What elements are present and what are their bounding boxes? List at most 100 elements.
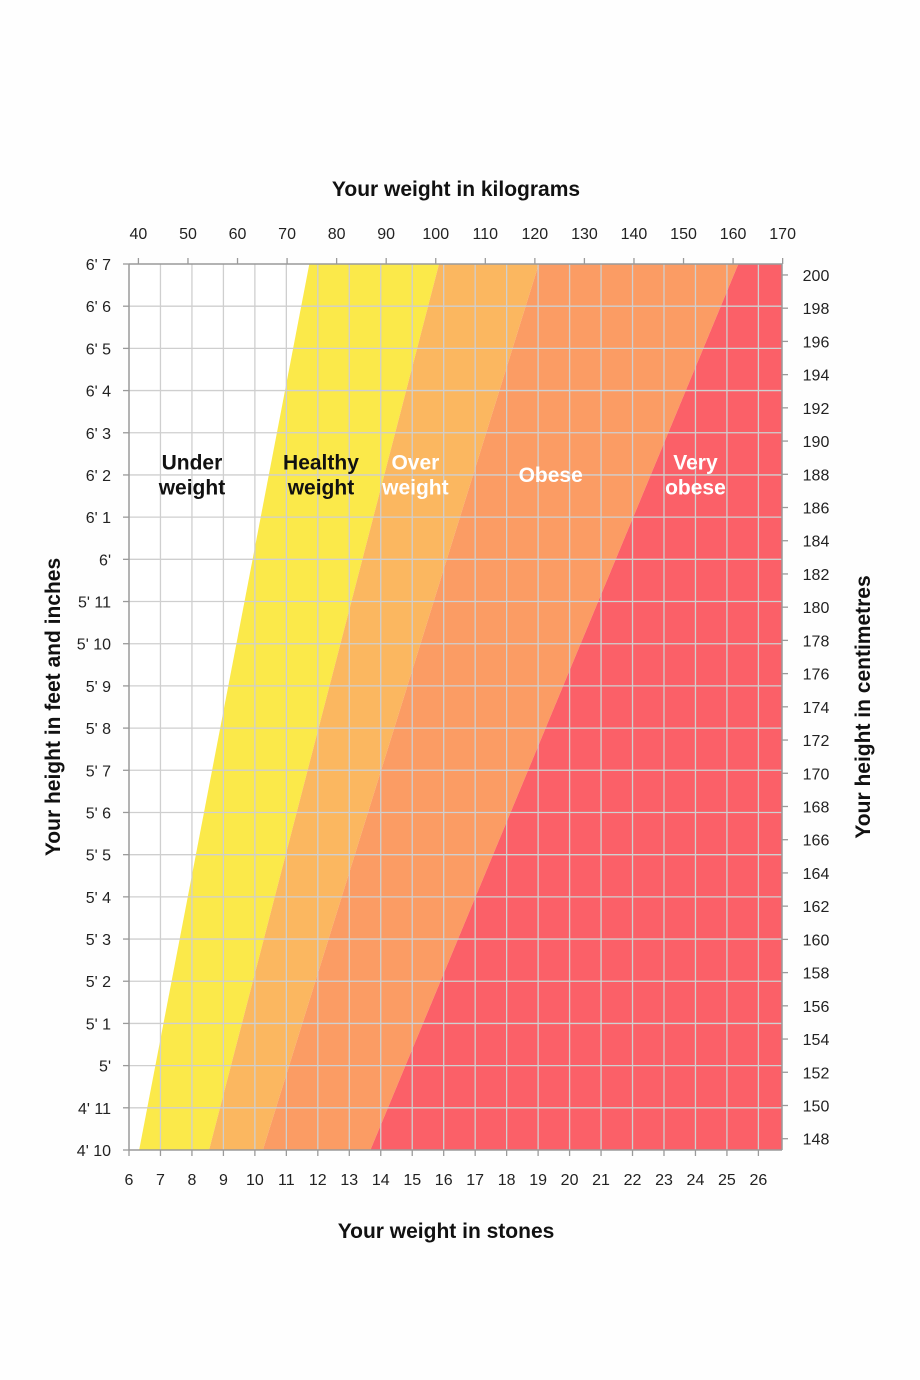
bottom-tick-label: 21 <box>592 1172 610 1189</box>
left-tick-label: 6' 6 <box>86 299 111 316</box>
right-tick-label: 170 <box>803 766 830 783</box>
left-tick-label: 5' 11 <box>78 595 111 612</box>
left-tick-label: 6' 4 <box>86 384 111 401</box>
left-tick-label: 5' 3 <box>86 932 111 949</box>
right-tick-label: 152 <box>803 1065 830 1082</box>
bottom-tick-label: 18 <box>498 1172 516 1189</box>
right-tick-label: 194 <box>803 368 830 385</box>
right-tick-label: 174 <box>803 700 830 717</box>
zone-label-under-weight: Under <box>162 451 223 474</box>
chart-frame <box>128 263 783 1151</box>
zone-label-healthy-weight: weight <box>287 476 355 499</box>
left-tick-label: 5' 7 <box>86 763 111 780</box>
zone-label-under-weight: weight <box>158 476 226 499</box>
bottom-tick-label: 6 <box>125 1172 134 1189</box>
left-tick-label: 5' 4 <box>86 890 111 907</box>
zone-over-weight <box>209 264 539 1150</box>
top-tick-label: 120 <box>522 226 549 243</box>
right-tick-label: 158 <box>803 966 830 983</box>
right-tick-label: 172 <box>803 733 830 750</box>
left-tick-label: 5' 10 <box>77 637 111 654</box>
top-tick-label: 170 <box>769 226 796 243</box>
bottom-tick-label: 9 <box>219 1172 228 1189</box>
right-tick-label: 176 <box>803 667 830 684</box>
top-tick-label: 40 <box>130 226 148 243</box>
left-tick-label: 4' 10 <box>77 1143 111 1160</box>
bottom-tick-label: 7 <box>156 1172 165 1189</box>
bmi-zones <box>129 264 782 1150</box>
zone-healthy-weight <box>139 264 440 1150</box>
bottom-tick-label: 12 <box>309 1172 327 1189</box>
chart-grid <box>129 264 782 1150</box>
bottom-tick-label: 13 <box>340 1172 358 1189</box>
bottom-tick-label: 23 <box>655 1172 673 1189</box>
zone-labels: UnderweightHealthyweightOverweightObeseV… <box>158 451 726 499</box>
right-axis-title: Your height in centimetres <box>852 575 875 838</box>
zone-obese <box>262 264 739 1150</box>
top-tick-label: 110 <box>473 226 499 243</box>
bottom-tick-label: 25 <box>718 1172 736 1189</box>
right-tick-label: 150 <box>803 1098 830 1115</box>
bottom-tick-label: 8 <box>187 1172 196 1189</box>
left-tick-label: 6' 5 <box>86 341 111 358</box>
left-tick-label: 6' 3 <box>86 426 111 443</box>
right-tick-label: 148 <box>803 1132 830 1149</box>
bottom-tick-label: 16 <box>435 1172 453 1189</box>
left-tick-label: 5' 5 <box>86 848 111 865</box>
left-tick-label: 5' 9 <box>86 679 111 696</box>
top-tick-label: 90 <box>377 226 395 243</box>
zone-label-very-obese: obese <box>665 476 726 499</box>
zone-under-weight <box>129 264 310 1150</box>
top-tick-label: 50 <box>179 226 197 243</box>
top-tick-label: 80 <box>328 226 346 243</box>
right-tick-label: 156 <box>803 999 830 1016</box>
zone-label-healthy-weight: Healthy <box>283 451 359 474</box>
left-tick-label: 5' <box>99 1059 111 1076</box>
right-tick-label: 162 <box>803 899 830 916</box>
left-tick-label: 5' 6 <box>86 805 111 822</box>
axis-ticks: 40 50 60 70 80 90 100 110 120 130 140 150 160 170 6 7 8 9… <box>77 226 830 1189</box>
bottom-tick-label: 26 <box>749 1172 767 1189</box>
left-tick-label: 5' 1 <box>86 1016 111 1033</box>
zone-very-obese <box>370 264 782 1150</box>
left-tick-label: 5' 2 <box>86 974 111 991</box>
right-tick-label: 190 <box>803 434 830 451</box>
left-tick-label: 6' 2 <box>86 468 111 485</box>
bottom-axis-title: Your weight in stones <box>338 1220 555 1243</box>
right-tick-label: 200 <box>803 268 830 285</box>
left-tick-label: 6' 1 <box>86 510 111 527</box>
right-tick-label: 188 <box>803 467 830 484</box>
bottom-tick-label: 15 <box>403 1172 421 1189</box>
left-tick-label: 6' 7 <box>86 257 111 274</box>
right-tick-label: 192 <box>803 401 830 418</box>
top-tick-label: 70 <box>278 226 296 243</box>
zone-label-over-weight: Over <box>391 451 439 474</box>
top-tick-label: 130 <box>571 226 598 243</box>
bottom-tick-label: 19 <box>529 1172 547 1189</box>
zone-label-over-weight: weight <box>381 476 449 499</box>
right-tick-label: 182 <box>803 567 830 584</box>
left-tick-label: 4' 11 <box>78 1101 111 1118</box>
top-tick-label: 140 <box>621 226 648 243</box>
left-tick-label: 5' 8 <box>86 721 111 738</box>
top-axis-title: Your weight in kilograms <box>332 178 580 201</box>
right-tick-label: 154 <box>803 1032 830 1049</box>
right-tick-label: 160 <box>803 932 830 949</box>
bottom-tick-label: 11 <box>278 1172 295 1189</box>
top-tick-label: 100 <box>422 226 449 243</box>
right-tick-label: 186 <box>803 501 830 518</box>
right-tick-label: 168 <box>803 799 830 816</box>
bottom-tick-label: 22 <box>624 1172 642 1189</box>
right-tick-label: 198 <box>803 301 830 318</box>
zone-label-obese: Obese <box>519 464 583 487</box>
right-tick-label: 184 <box>803 534 830 551</box>
bottom-tick-label: 14 <box>372 1172 390 1189</box>
right-tick-label: 164 <box>803 866 830 883</box>
bottom-tick-label: 10 <box>246 1172 264 1189</box>
zone-label-very-obese: Very <box>673 451 718 474</box>
left-tick-label: 6' <box>99 552 111 569</box>
right-tick-label: 196 <box>803 334 830 351</box>
bottom-tick-label: 17 <box>466 1172 484 1189</box>
